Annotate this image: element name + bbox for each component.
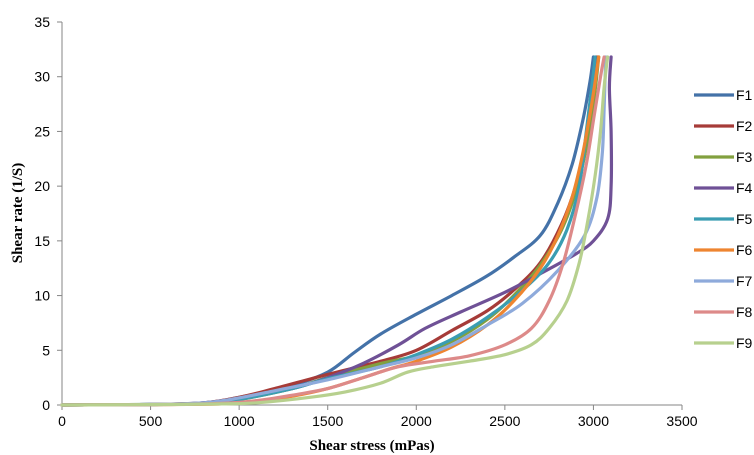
y-tick-label: 15 xyxy=(34,233,50,249)
x-tick-label: 1000 xyxy=(224,413,255,429)
y-tick-label: 20 xyxy=(34,178,50,194)
y-axis-ticks: 0 5 10 15 20 25 30 35 xyxy=(34,14,62,413)
legend-label: F2 xyxy=(736,118,753,134)
y-tick-label: 35 xyxy=(34,14,50,30)
y-tick-label: 25 xyxy=(34,123,50,139)
x-tick-label: 2500 xyxy=(489,413,520,429)
series-line-f9 xyxy=(60,55,610,407)
series-line-f3 xyxy=(60,55,601,407)
legend-label: F3 xyxy=(736,149,753,165)
series-line-f6 xyxy=(60,55,601,407)
legend-label: F9 xyxy=(736,335,753,351)
legend-label: F8 xyxy=(736,304,753,320)
legend: F1 F2 F3 F4 F5 F6 F7 F8 F9 xyxy=(694,87,753,351)
y-tick-label: 30 xyxy=(34,69,50,85)
x-tick-label: 1500 xyxy=(312,413,343,429)
series-lines xyxy=(60,55,614,407)
legend-label: F7 xyxy=(736,273,753,289)
series-line-f8 xyxy=(60,55,606,407)
legend-label: F4 xyxy=(736,180,753,196)
x-tick-label: 3000 xyxy=(578,413,609,429)
y-tick-label: 0 xyxy=(42,397,50,413)
x-tick-label: 500 xyxy=(139,413,163,429)
legend-label: F6 xyxy=(736,242,753,258)
y-axis-title: Shear rate (1/S) xyxy=(10,163,26,264)
x-tick-label: 0 xyxy=(58,413,66,429)
x-tick-label: 3500 xyxy=(666,413,697,429)
x-tick-label: 2000 xyxy=(401,413,432,429)
series-line-f4 xyxy=(60,55,614,407)
x-axis-title: Shear stress (mPas) xyxy=(309,438,434,454)
y-tick-label: 10 xyxy=(34,288,50,304)
legend-label: F1 xyxy=(736,87,753,103)
legend-label: F5 xyxy=(736,211,753,227)
y-tick-label: 5 xyxy=(42,342,50,358)
series-line-f7 xyxy=(60,55,608,407)
x-axis-ticks: 0 500 1000 1500 2000 2500 3000 3500 xyxy=(58,405,698,429)
